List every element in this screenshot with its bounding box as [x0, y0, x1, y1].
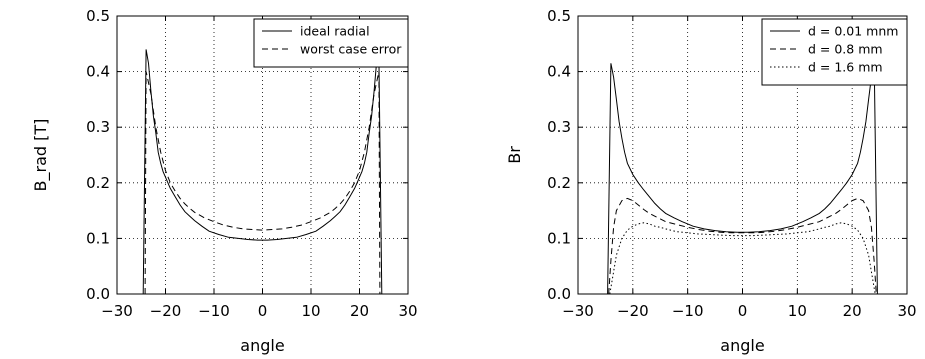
x-tick-label: 30	[398, 302, 417, 320]
x-tick-label: 30	[897, 302, 916, 320]
y-tick-label: 0.0	[547, 285, 571, 303]
y-tick-label: 0.4	[86, 63, 110, 81]
x-tick-label: 20	[350, 302, 369, 320]
legend: d = 0.01 mnm d = 0.8 mm d = 1.6 mm	[761, 18, 908, 86]
y-tick-label: 0.5	[86, 7, 110, 25]
x-tick-label: 10	[301, 302, 320, 320]
x-tick-label: −30	[562, 302, 594, 320]
legend-label: worst case error	[300, 42, 402, 57]
y-tick-label: 0.2	[86, 174, 110, 192]
y-tick-label: 0.1	[547, 229, 571, 247]
x-tick-label: 0	[258, 302, 268, 320]
series-line-3	[609, 222, 876, 295]
legend: ideal radial worst case error	[253, 18, 409, 68]
y-tick-label: 0.3	[86, 118, 110, 136]
y-tick-label: 0.0	[86, 285, 110, 303]
x-axis-label: angle	[720, 336, 764, 355]
y-tick-label: 0.5	[547, 7, 571, 25]
x-tick-label: −30	[101, 302, 133, 320]
y-tick-label: 0.4	[547, 63, 571, 81]
x-tick-label: −10	[198, 302, 230, 320]
chart-panel-2: −30 −20 −10 0 10 20 30 0.0 0.1 0.2 0.3 0.4 0.5 angle B…	[505, 7, 917, 355]
x-tick-label: 10	[788, 302, 807, 320]
series-line-1	[607, 54, 878, 295]
series-line-1	[142, 49, 383, 295]
y-axis-label: Br	[505, 146, 524, 164]
x-tick-label: 20	[843, 302, 862, 320]
y-axis-label: B_rad [T]	[31, 119, 51, 192]
x-tick-label: −20	[617, 302, 649, 320]
x-tick-label: −10	[672, 302, 704, 320]
x-axis-label: angle	[240, 336, 284, 355]
legend-label: d = 0.01 mnm	[808, 24, 898, 39]
legend-label: ideal radial	[300, 24, 370, 39]
series-line-2	[608, 197, 877, 295]
chart-panel-1: −30 −20 −10 0 10 20 30 0.0 0.1 0.2 0.3 0.4 0.5 angle B…	[31, 7, 418, 355]
legend-label: d = 1.6 mm	[808, 60, 883, 75]
y-tick-label: 0.3	[547, 118, 571, 136]
legend-box	[761, 18, 908, 86]
series-line-2	[144, 71, 381, 295]
x-tick-label: 0	[738, 302, 748, 320]
y-tick-label: 0.2	[547, 174, 571, 192]
legend-label: d = 0.8 mm	[808, 42, 883, 57]
legend-box	[253, 18, 409, 68]
x-tick-label: −20	[150, 302, 182, 320]
y-tick-label: 0.1	[86, 229, 110, 247]
